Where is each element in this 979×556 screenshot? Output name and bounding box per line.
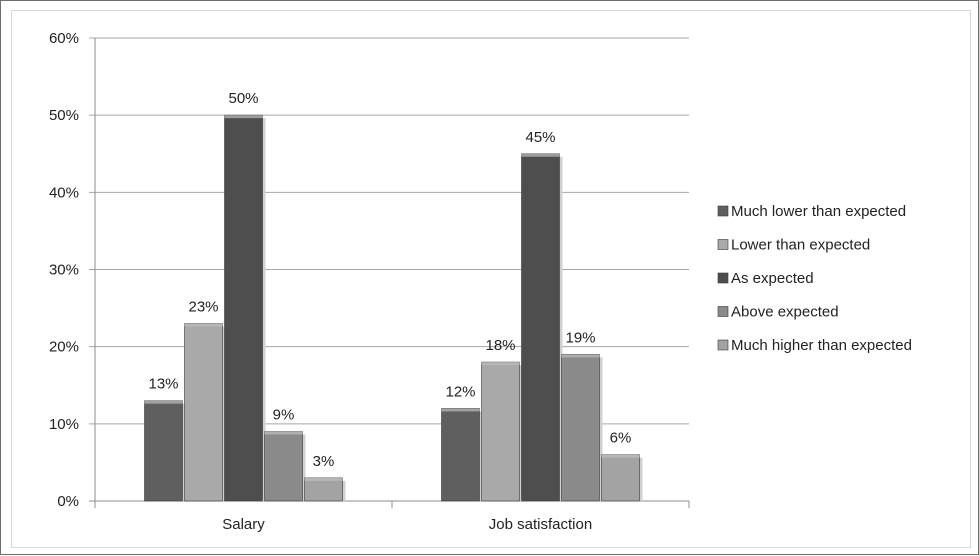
bar-body (144, 400, 183, 502)
legend-swatch (717, 239, 729, 250)
bar-top-highlight (601, 454, 640, 458)
bar-body (481, 361, 520, 502)
data-label: 23% (188, 299, 218, 316)
bar (264, 431, 306, 502)
legend-label: As expected (731, 270, 814, 287)
bar-body (441, 408, 480, 502)
data-label: 45% (525, 129, 555, 146)
y-tick-label: 50% (49, 107, 79, 124)
y-tick-label: 40% (49, 184, 79, 201)
bar-top-highlight (304, 477, 343, 481)
bar (184, 323, 226, 502)
legend-swatch (717, 272, 729, 284)
bar-body (521, 153, 560, 502)
bar (441, 408, 483, 502)
bar-top-highlight (561, 354, 600, 358)
bar (521, 153, 563, 502)
bar-top-highlight (521, 153, 560, 157)
legend-label: Much lower than expected (731, 203, 906, 220)
bar-body (601, 454, 640, 502)
y-axis-ticks: 0% 10% 20% 30% 40% 50% 60% (49, 30, 79, 510)
legend-swatch (717, 339, 729, 351)
data-label: 19% (565, 329, 595, 346)
bar-top-highlight (264, 431, 303, 435)
data-label: 13% (148, 376, 178, 393)
bar-body (304, 477, 343, 502)
legend-label: Above expected (731, 304, 839, 321)
bar-top-highlight (184, 323, 223, 327)
x-category-label: Salary (222, 516, 265, 533)
bar (144, 400, 186, 502)
legend-swatch (717, 205, 729, 217)
y-tick-label: 0% (57, 493, 79, 510)
data-label: 9% (273, 407, 295, 424)
bar-top-highlight (441, 408, 480, 412)
bar-body (561, 354, 600, 502)
x-axis: Salary Job satisfaction (94, 38, 690, 533)
bar-body (184, 323, 223, 502)
bar-body (264, 431, 303, 502)
data-labels: 13% 23% 50% 9% 3% 12% 18% 45% 19% 6% (148, 90, 631, 470)
data-label: 6% (610, 430, 632, 447)
data-label: 50% (228, 90, 258, 107)
bar (224, 114, 266, 502)
legend-item: Much lower than expected (717, 203, 906, 220)
bar-top-highlight (144, 400, 183, 404)
legend-item: Much higher than expected (717, 337, 912, 354)
bar-body (224, 114, 263, 502)
bar-top-highlight (224, 115, 263, 119)
bar (481, 361, 523, 502)
legend-item: As expected (717, 270, 814, 287)
bar-top-highlight (481, 362, 520, 366)
y-tick-label: 10% (49, 416, 79, 433)
legend-swatch (717, 306, 729, 317)
y-tick-label: 60% (49, 30, 79, 47)
legend-label: Lower than expected (731, 237, 870, 254)
bar (304, 477, 346, 502)
data-label: 18% (485, 337, 515, 354)
bars (144, 114, 643, 502)
bar (601, 454, 643, 502)
legend-label: Much higher than expected (731, 337, 912, 354)
bar (561, 354, 603, 502)
legend: Much lower than expected Lower than expec… (717, 203, 912, 354)
y-tick-label: 30% (49, 262, 79, 279)
x-category-label: Job satisfaction (489, 516, 592, 533)
legend-item: Lower than expected (717, 237, 870, 254)
y-tick-label: 20% (49, 339, 79, 356)
legend-item: Above expected (717, 304, 839, 321)
data-label: 3% (313, 453, 335, 470)
data-label: 12% (445, 383, 475, 400)
